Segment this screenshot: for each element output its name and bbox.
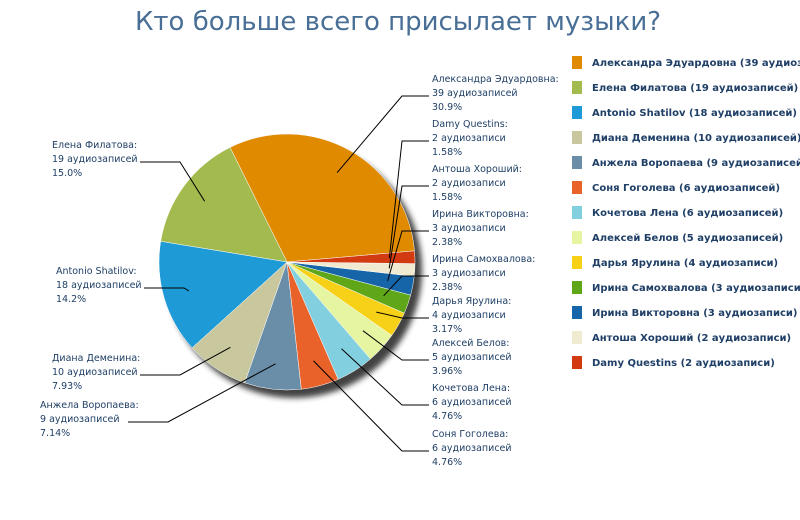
slice-value-label: 3 аудиозаписи [432,223,506,234]
legend-swatch [572,131,582,144]
slice-value-label: 2 аудиозаписи [432,133,506,144]
slice-label: Ирина Викторовна: [432,209,529,220]
slice-percent-label: 2.38% [432,282,462,293]
pie-slice [160,147,288,263]
legend-label: Antonio Shatilov (18 аудиозаписей) [592,108,797,119]
slice-label: Анжела Воропаева: [40,400,139,411]
slice-value-label: 39 аудиозаписей [432,88,518,99]
slice-value-label: 3 аудиозаписи [432,268,506,279]
legend-label: Александра Эдуардовна (39 аудиозаписей) [592,58,800,69]
slice-value-label: 6 аудиозаписей [432,397,512,408]
slice-value-label: 4 аудиозаписи [432,310,506,321]
legend-label: Елена Филатова (19 аудиозаписей) [592,83,798,94]
callout-line [140,346,231,376]
legend-label: Кочетова Лена (6 аудиозаписей) [592,208,783,219]
legend-label: Дарья Ярулина (4 аудиозаписи) [592,258,778,269]
legend-swatch [572,281,582,294]
legend-swatch [572,81,582,94]
slice-percent-label: 15.0% [52,168,82,179]
callout-line [128,363,276,423]
legend-swatch [572,106,582,119]
slice-label: Диана Деменина: [52,353,140,364]
legend-swatch [572,256,582,269]
slice-value-label: 19 аудиозаписей [52,154,138,165]
slice-percent-label: 4.76% [432,411,462,422]
slice-value-label: 10 аудиозаписей [52,367,138,378]
legend-swatch [572,56,582,69]
pie-slice [229,133,415,263]
callout-line [376,311,429,319]
legend-label: Ирина Викторовна (3 аудиозаписи) [592,308,797,319]
legend-swatch [572,231,582,244]
legend-swatch [572,356,582,369]
slice-percent-label: 2.38% [432,237,462,248]
callout-line [388,140,429,259]
slice-value-label: 2 аудиозаписи [432,178,506,189]
slice-percent-label: 3.96% [432,366,462,377]
slice-label: Соня Гоголева: [432,429,508,440]
slice-label: Damy Questins: [432,119,508,130]
slice-label: Дарья Ярулина: [432,296,511,307]
callout-line [140,161,206,202]
legend-swatch [572,331,582,344]
slice-percent-label: 3.17% [432,324,462,335]
legend-label: Антоша Хороший (2 аудиозаписи) [592,333,791,344]
callout-line [336,95,429,174]
slice-label: Антоша Хороший: [432,164,522,175]
slice-percent-label: 14.2% [56,294,86,305]
slice-value-label: 5 аудиозаписей [432,352,512,363]
slice-label: Елена Филатова: [52,140,137,151]
slice-label: Кочетова Лена: [432,383,510,394]
callout-line [144,287,190,292]
chart-title: Кто больше всего присылает музыки? [135,7,661,37]
pie-slice [158,241,288,349]
legend-label: Соня Гоголева (6 аудиозаписей) [592,183,780,194]
callout-line [313,360,429,452]
pie-slice [286,250,416,264]
legend-swatch [572,181,582,194]
legend-label: Алексей Белов (5 аудиозаписей) [592,233,783,244]
slice-percent-label: 4.76% [432,457,462,468]
slice-label: Александра Эдуардовна: [432,74,559,85]
slice-value-label: 9 аудиозаписей [40,414,120,425]
legend-label: Damy Questins (2 аудиозаписи) [592,358,775,369]
callout-line [388,185,429,269]
callout-line [362,330,429,361]
slice-percent-label: 1.58% [432,147,462,158]
legend-swatch [572,306,582,319]
legend-swatch [572,206,582,219]
slice-value-label: 18 аудиозаписей [56,280,142,291]
slice-percent-label: 30.9% [432,102,462,113]
slice-percent-label: 7.93% [52,381,82,392]
callout-line [383,275,429,297]
slice-label: Ирина Самохвалова: [432,254,535,265]
slice-label: Antonio Shatilov: [56,266,137,277]
legend-swatch [572,156,582,169]
callout-line [341,348,429,406]
legend-label: Анжела Воропаева (9 аудиозаписей) [592,158,800,169]
legend-label: Диана Деменина (10 аудиозаписей) [592,133,800,144]
slice-value-label: 6 аудиозаписей [432,443,512,454]
slice-label: Алексей Белов: [432,338,509,349]
slice-percent-label: 1.58% [432,192,462,203]
legend-label: Ирина Самохвалова (3 аудиозаписи) [592,283,800,294]
callout-line [387,230,429,282]
slice-percent-label: 7.14% [40,428,70,439]
